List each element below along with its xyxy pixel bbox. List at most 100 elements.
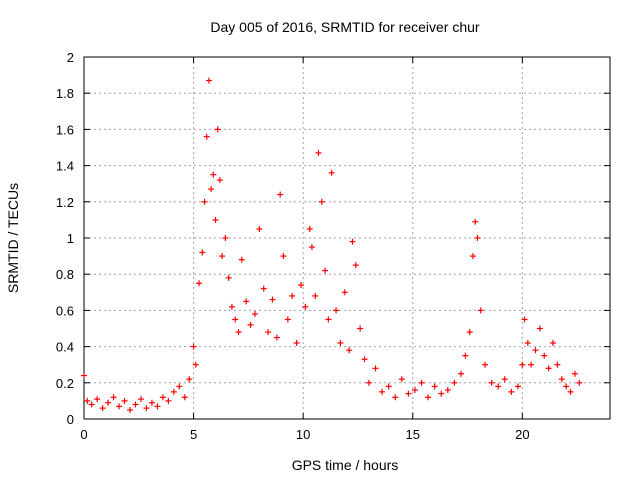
y-tick-label: 0.4	[56, 340, 74, 355]
data-point	[571, 370, 578, 377]
data-point	[558, 376, 565, 383]
data-point	[576, 379, 583, 386]
data-point	[210, 171, 217, 178]
data-point	[302, 303, 309, 310]
y-tick-label: 0.2	[56, 376, 74, 391]
data-point	[88, 401, 95, 408]
data-point	[127, 406, 134, 413]
data-point	[110, 394, 117, 401]
data-point	[466, 329, 473, 336]
data-point	[265, 329, 272, 336]
data-point	[482, 361, 489, 368]
data-point	[521, 316, 528, 323]
x-tick-label: 5	[190, 427, 197, 442]
y-tick-label: 1.6	[56, 122, 74, 137]
data-point	[514, 383, 521, 390]
data-point	[143, 405, 150, 412]
data-point	[545, 365, 552, 372]
data-point	[208, 186, 215, 193]
data-point	[251, 311, 258, 318]
data-point	[269, 296, 276, 303]
data-point	[312, 292, 319, 299]
data-point	[532, 347, 539, 354]
data-point	[203, 133, 210, 140]
data-point	[524, 339, 531, 346]
data-point	[550, 339, 557, 346]
data-point	[192, 361, 199, 368]
data-point	[247, 321, 254, 328]
data-point	[308, 244, 315, 251]
data-point	[154, 403, 161, 410]
data-point	[260, 285, 267, 292]
data-point	[212, 216, 219, 223]
data-point	[289, 292, 296, 299]
data-point	[219, 253, 226, 260]
data-point	[379, 388, 386, 395]
data-point	[297, 282, 304, 289]
data-point	[148, 399, 155, 406]
data-point	[495, 383, 502, 390]
data-point	[322, 267, 329, 274]
data-point	[199, 249, 206, 256]
data-point	[293, 339, 300, 346]
data-point	[392, 394, 399, 401]
x-tick-label: 0	[80, 427, 87, 442]
data-point	[325, 316, 332, 323]
data-point	[159, 394, 166, 401]
data-point	[205, 77, 212, 84]
data-point	[361, 356, 368, 363]
data-point	[444, 387, 451, 394]
y-axis-label: SRMTID / TECUs	[5, 183, 21, 293]
data-point	[411, 387, 418, 394]
data-point	[225, 274, 232, 281]
data-point	[352, 262, 359, 269]
data-point	[235, 329, 242, 336]
data-point	[116, 403, 123, 410]
data-point	[536, 325, 543, 332]
data-point	[472, 218, 479, 225]
data-point	[474, 235, 481, 241]
data-point	[508, 388, 515, 395]
data-point	[563, 383, 570, 390]
data-point	[99, 405, 106, 412]
data-point	[280, 253, 287, 260]
data-point	[214, 126, 221, 133]
x-tick-label: 15	[406, 427, 420, 442]
data-point	[337, 339, 344, 346]
chart-title: Day 005 of 2016, SRMTID for receiver chu…	[210, 19, 480, 35]
tick-layer: 00.20.40.60.811.21.41.61.820 5 10 15 20	[56, 50, 610, 442]
data-point	[567, 388, 574, 395]
data-point	[501, 376, 508, 383]
x-axis-label: GPS time / hours	[292, 457, 399, 473]
data-point	[470, 253, 477, 260]
data-point	[273, 334, 280, 341]
data-point	[84, 397, 91, 404]
data-point	[238, 256, 245, 263]
data-point	[232, 316, 239, 323]
x-tick-label: 20	[515, 427, 529, 442]
data-point	[328, 169, 335, 176]
data-point	[554, 361, 561, 368]
data-point	[216, 177, 223, 184]
data-point	[165, 397, 172, 404]
data-point	[137, 396, 144, 403]
data-point	[438, 390, 445, 397]
data-point	[457, 370, 464, 377]
data-point	[431, 383, 438, 390]
data-point	[170, 388, 177, 395]
data-point	[405, 390, 412, 397]
data-point	[333, 307, 340, 314]
data-point	[462, 352, 469, 359]
data-point	[372, 365, 379, 372]
data-point	[477, 307, 484, 314]
data-point	[277, 191, 284, 198]
y-tick-label: 2	[67, 50, 74, 65]
data-point	[196, 280, 203, 287]
data-point	[132, 401, 139, 408]
data-point	[357, 325, 364, 332]
data-point	[243, 298, 250, 305]
y-tick-label: 1.4	[56, 159, 74, 174]
data-point	[528, 361, 535, 368]
data-point	[256, 225, 263, 232]
